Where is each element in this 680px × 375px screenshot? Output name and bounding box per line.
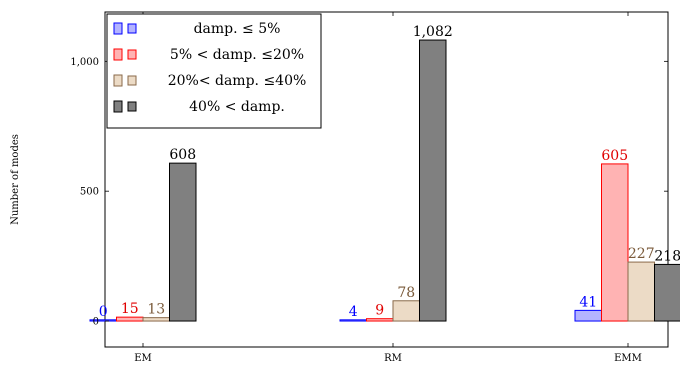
legend-swatch <box>127 75 137 86</box>
bar-rm-series-1 <box>339 319 367 322</box>
value-label-em-series-1: 0 <box>99 304 108 320</box>
value-label-rm-series-2: 9 <box>375 303 384 319</box>
legend-label: 20%< damp. ≤40% <box>168 73 307 89</box>
bar-rm-series-3 <box>392 300 420 322</box>
legend-entry-1: damp. ≤ 5% <box>113 21 281 37</box>
value-labels-group: 0 15 13 608 4 9 78 1,082 41 605 227 218 <box>99 24 680 320</box>
legend-swatch <box>127 101 137 112</box>
x-tick-label-emm: EMM <box>614 353 642 364</box>
y-tick-label: 0 <box>93 317 99 328</box>
bar-emm-series-4 <box>654 263 680 322</box>
legend-swatch <box>113 74 123 87</box>
y-tick-label: 500 <box>80 187 99 198</box>
value-label-em-series-3: 13 <box>147 302 165 318</box>
legend-label: 40% < damp. <box>189 99 285 115</box>
value-label-rm-series-4: 1,082 <box>413 24 453 40</box>
value-label-rm-series-3: 78 <box>397 285 415 301</box>
bar-rm-series-4 <box>419 39 447 322</box>
x-tick-label-em: EM <box>134 353 152 364</box>
bars-group <box>89 39 680 322</box>
y-tick-label: 1,000 <box>70 57 99 68</box>
value-label-emm-series-3: 227 <box>628 246 655 262</box>
value-label-rm-series-1: 4 <box>349 304 358 320</box>
legend-entry-3: 20%< damp. ≤40% <box>113 73 307 89</box>
legend-swatch <box>127 49 137 60</box>
value-label-emm-series-2: 605 <box>601 148 628 164</box>
value-label-em-series-2: 15 <box>121 301 139 317</box>
bar-emm-series-1 <box>574 309 602 322</box>
plot-frame <box>104 11 669 348</box>
plot-area-border <box>104 11 669 348</box>
legend-swatch <box>127 23 137 34</box>
legend-entry-4: 40% < damp. <box>113 99 285 115</box>
bar-em-series-2 <box>116 316 144 322</box>
value-label-emm-series-1: 41 <box>579 294 597 310</box>
legend-swatch <box>113 48 123 61</box>
legend-box <box>106 13 322 129</box>
legend-label: damp. ≤ 5% <box>194 21 281 37</box>
bar-emm-series-3 <box>627 261 655 322</box>
bar-em-series-3 <box>142 317 170 322</box>
legend: damp. ≤ 5% 5% < damp. ≤20% 20%< damp. ≤40%… <box>106 13 322 129</box>
y-axis-label: Number of modes <box>10 134 21 225</box>
value-label-em-series-4: 608 <box>169 147 196 163</box>
x-tick-label-rm: RM <box>384 353 402 364</box>
legend-label: 5% < damp. ≤20% <box>170 47 304 63</box>
bar-emm-series-2 <box>601 163 629 322</box>
bar-rm-series-2 <box>366 318 394 322</box>
legend-swatch <box>113 22 123 35</box>
legend-swatch <box>113 100 123 113</box>
bar-em-series-4 <box>169 162 197 322</box>
value-label-emm-series-4: 218 <box>654 248 680 264</box>
legend-entry-2: 5% < damp. ≤20% <box>113 47 304 63</box>
